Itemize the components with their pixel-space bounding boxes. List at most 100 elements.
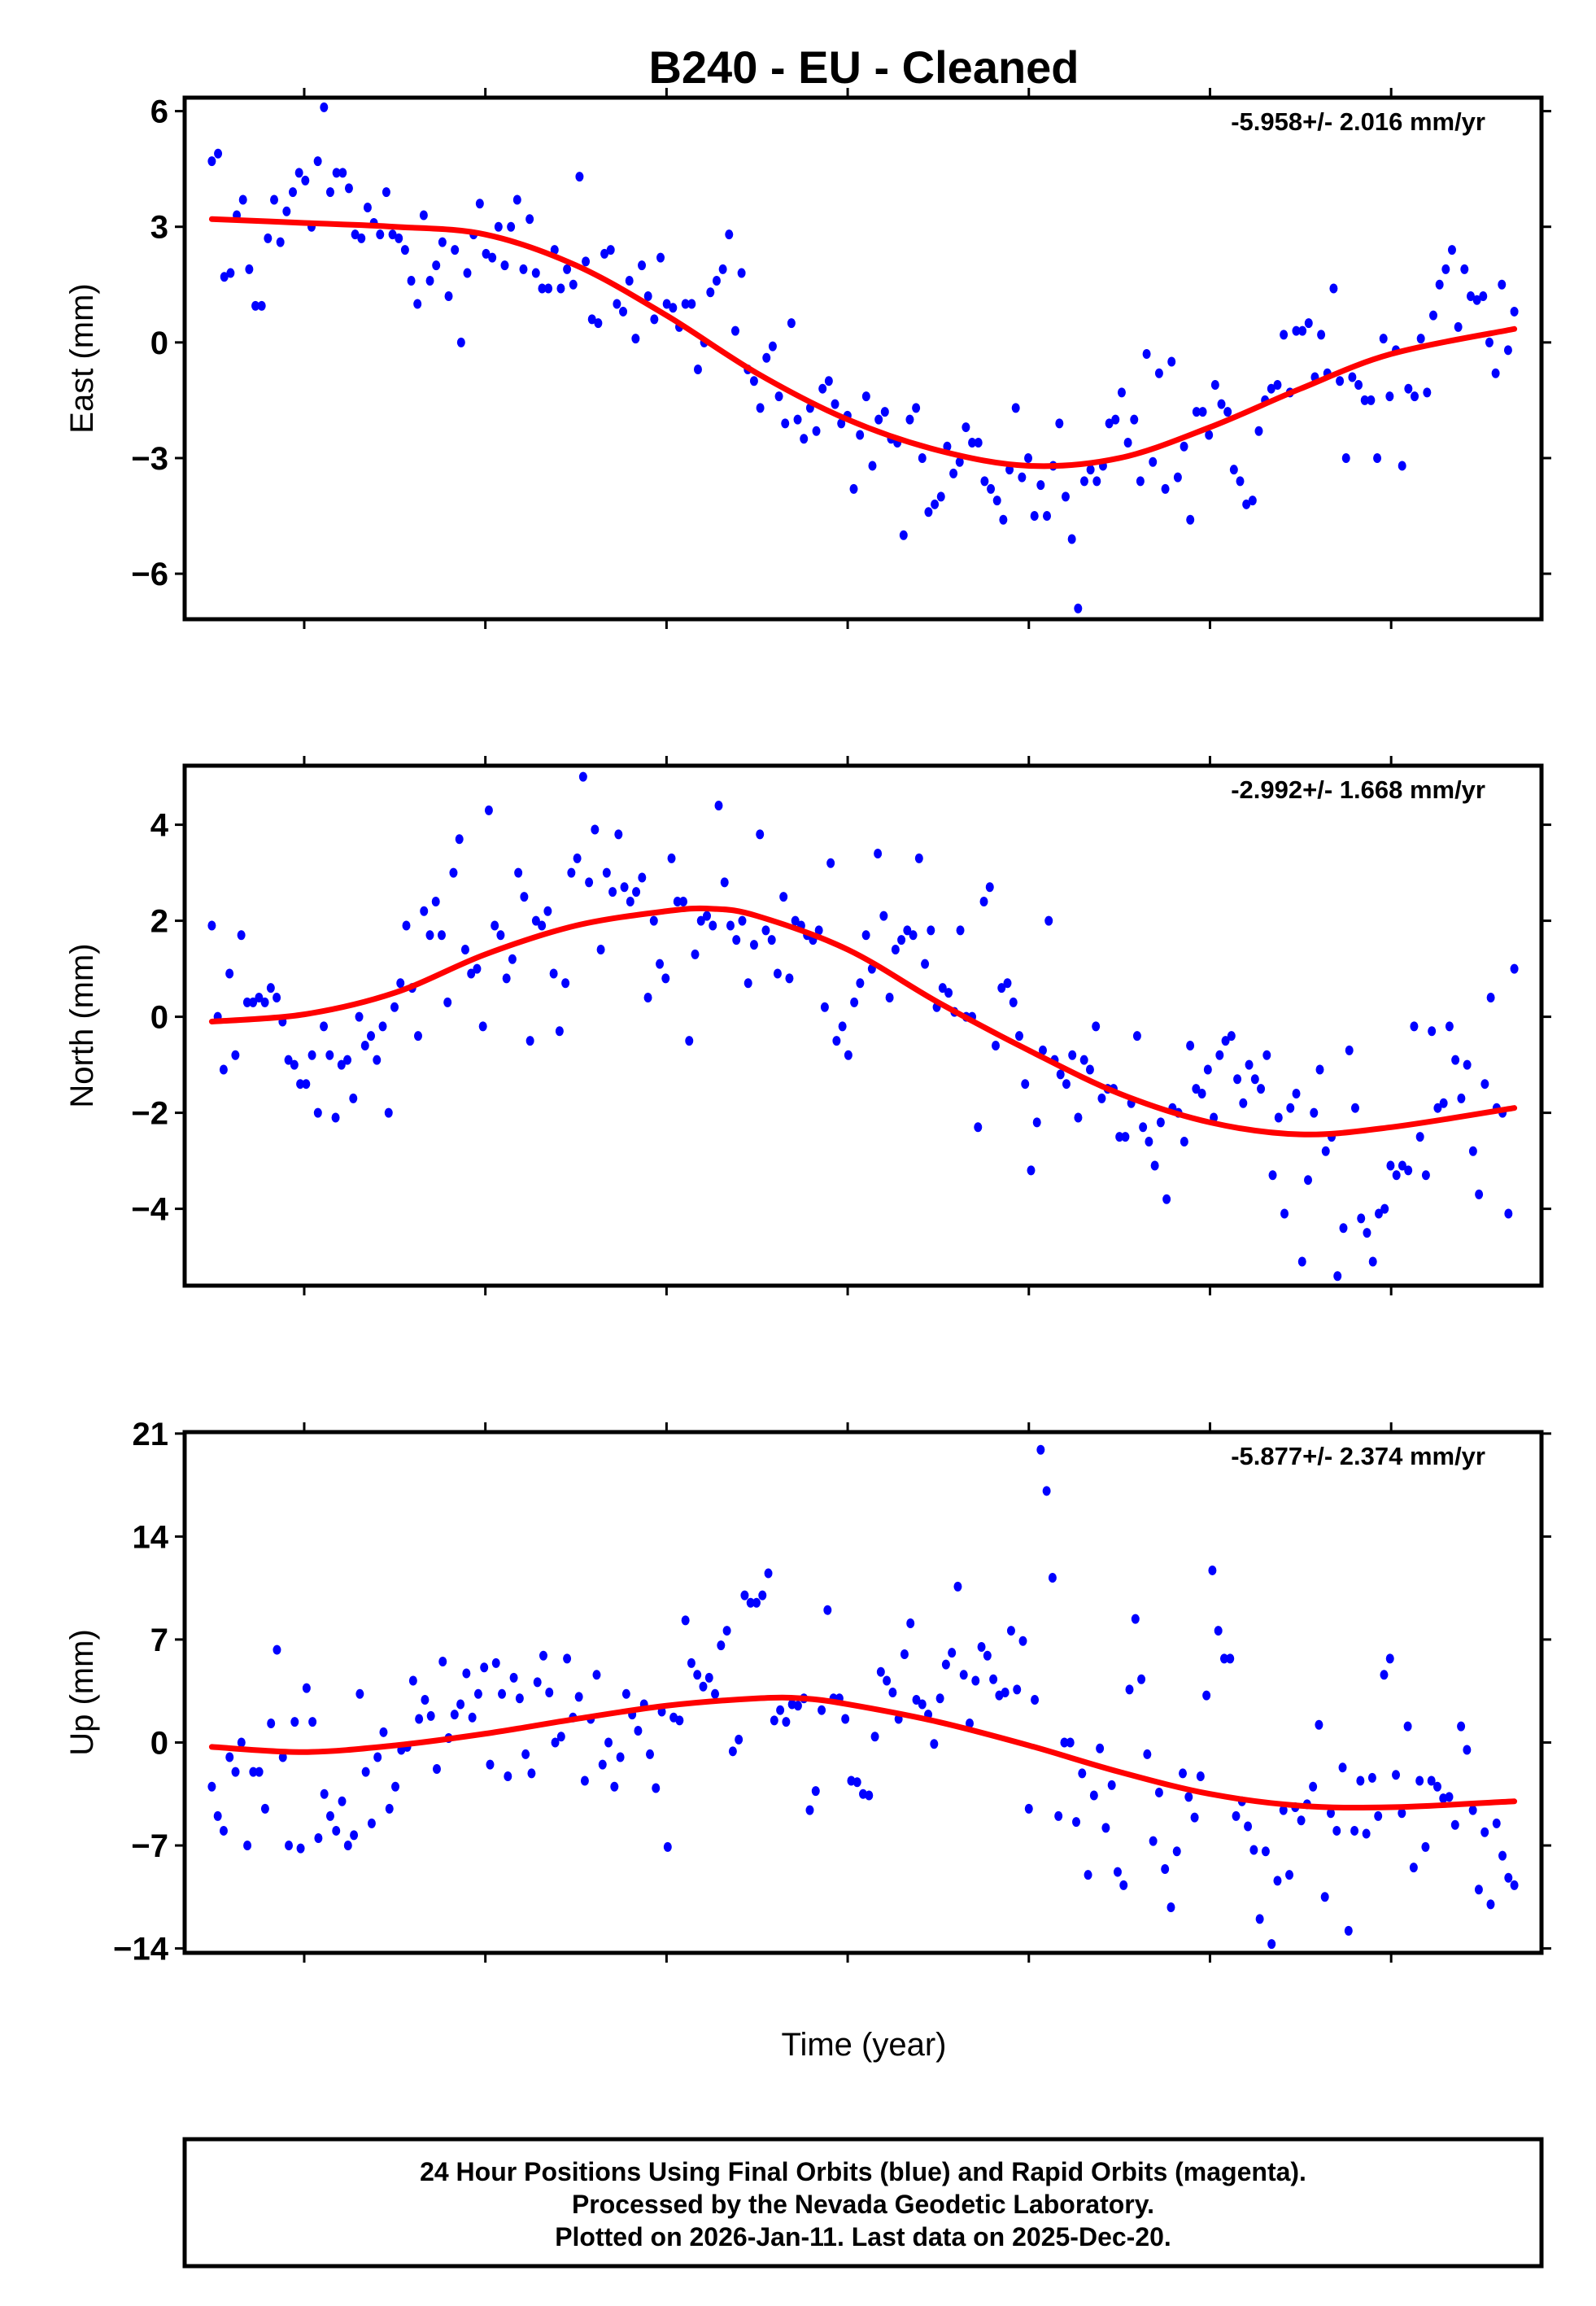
data-point [1267, 1939, 1276, 1950]
data-point [255, 1767, 264, 1777]
data-point [415, 1714, 424, 1724]
data-point [992, 496, 1001, 506]
y-tick-label: 2 [150, 904, 168, 940]
data-point [948, 1648, 957, 1658]
data-point [225, 968, 234, 979]
data-point [903, 925, 912, 936]
data-point [1173, 472, 1182, 483]
data-point [1404, 383, 1413, 394]
data-point [604, 1737, 613, 1748]
data-point [837, 418, 846, 429]
data-point [906, 1618, 915, 1629]
data-point [260, 1803, 269, 1814]
data-point [519, 264, 528, 274]
data-point [1011, 403, 1020, 413]
plot-area [207, 1444, 1519, 1950]
data-point [538, 920, 547, 931]
data-point [619, 306, 628, 317]
data-point [226, 268, 235, 278]
y-tick-label: 6 [150, 94, 168, 130]
data-point [344, 183, 353, 194]
data-point [1250, 1074, 1259, 1085]
data-point [508, 954, 517, 964]
data-point [426, 1710, 435, 1721]
data-point [989, 1674, 998, 1684]
data-point [1309, 1781, 1318, 1792]
data-point [738, 915, 747, 926]
data-point [1427, 1775, 1436, 1786]
data-point [1192, 1084, 1201, 1094]
data-point [1085, 1064, 1094, 1075]
data-point [726, 920, 735, 931]
data-point [956, 925, 965, 936]
data-point [1332, 1825, 1341, 1836]
y-tick-label: −2 [131, 1096, 168, 1132]
data-point [573, 853, 582, 863]
data-point [1079, 1055, 1088, 1065]
data-point [455, 834, 464, 845]
data-point [732, 935, 741, 946]
data-point [592, 1670, 601, 1680]
data-point [408, 1675, 417, 1686]
data-point [1317, 330, 1326, 340]
data-point [207, 1781, 216, 1792]
data-point [1066, 1737, 1075, 1748]
data-point [1503, 345, 1512, 356]
data-point [1491, 368, 1500, 378]
data-point [308, 1717, 317, 1727]
data-point [1131, 1614, 1140, 1624]
data-point [974, 1122, 983, 1133]
data-point [1304, 318, 1313, 329]
data-point [1139, 1122, 1148, 1133]
data-point [1360, 395, 1369, 405]
data-point [563, 1653, 572, 1664]
data-point [1504, 1872, 1513, 1883]
footer-line-1: 24 Hour Positions Using Final Orbits (bl… [420, 2157, 1306, 2186]
data-point [764, 1568, 773, 1579]
data-point [943, 441, 952, 452]
data-point [791, 915, 800, 926]
data-point [249, 1767, 258, 1777]
data-point [1480, 1827, 1489, 1837]
y-axis-label: Up (mm) [64, 1629, 100, 1756]
data-point [1336, 376, 1345, 387]
data-point [985, 882, 994, 893]
data-point [974, 438, 983, 448]
data-point [770, 1715, 778, 1726]
data-point [260, 997, 269, 1007]
data-point [1457, 1093, 1466, 1103]
data-point [1356, 1775, 1365, 1786]
data-point [1096, 1743, 1105, 1754]
data-point [349, 1093, 358, 1103]
data-point [1239, 1098, 1248, 1108]
data-point [1196, 1771, 1205, 1782]
data-point [266, 983, 275, 994]
data-point [482, 248, 491, 259]
data-point [782, 1717, 791, 1727]
data-point [1166, 1902, 1175, 1912]
y-tick-label: 7 [150, 1622, 168, 1658]
data-point [1003, 978, 1012, 989]
data-point [634, 1726, 643, 1736]
data-point [1197, 1088, 1206, 1098]
data-point [1380, 1203, 1389, 1214]
data-point [1024, 1803, 1033, 1814]
data-point [555, 1026, 564, 1037]
data-point [1180, 441, 1188, 452]
data-point [450, 1710, 459, 1720]
data-point [538, 283, 547, 294]
data-point [284, 1055, 293, 1065]
data-point [1115, 1132, 1124, 1142]
data-point [679, 896, 688, 906]
data-point [1062, 1079, 1071, 1090]
data-point [1363, 1228, 1371, 1238]
data-point [999, 514, 1008, 525]
data-point [711, 1688, 720, 1699]
data-point [626, 896, 634, 906]
panel-east: 6 3 0 −3 −6 East (mm) -5.958+/- 2.016 mm/yr [64, 88, 1551, 629]
data-point [488, 252, 497, 263]
data-point [691, 949, 700, 959]
data-point [213, 1810, 222, 1821]
data-point [997, 983, 1006, 994]
data-point [1485, 337, 1494, 347]
